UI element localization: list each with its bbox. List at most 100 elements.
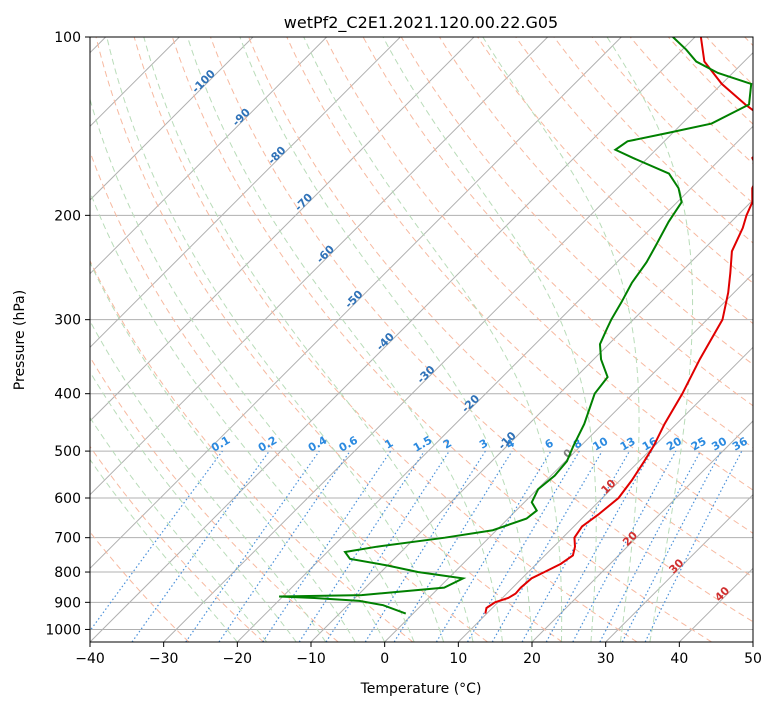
moist-adiabat-line: [90, 97, 415, 642]
isotherm-label: -50: [342, 288, 365, 311]
x-tick-label: −20: [223, 651, 253, 667]
isotherm-line: [457, 346, 753, 642]
temperature-profile-line: [484, 37, 753, 614]
x-tick-label: −40: [75, 651, 105, 667]
moist-adiabat-line: [90, 261, 356, 642]
y-tick-label: 400: [54, 387, 81, 403]
x-tick-label: 10: [449, 651, 467, 667]
y-tick-label: 900: [54, 595, 81, 611]
isotherm-label: -60: [314, 242, 337, 265]
isotherm-line: [384, 272, 753, 642]
moist-adiabat-line: [90, 416, 268, 642]
x-tick-label: 50: [744, 651, 762, 667]
y-tick-label: 1000: [45, 622, 81, 638]
isotherm-line: [90, 37, 696, 642]
x-tick-label: 30: [597, 651, 615, 667]
y-tick-label: 200: [54, 208, 81, 224]
dry-adiabat-line: [668, 37, 753, 125]
mixing-ratio-line: [491, 450, 603, 642]
mixing-ratio-line: [90, 450, 223, 632]
y-tick-label: 600: [54, 491, 81, 507]
plot-frame: [89, 36, 754, 643]
mixing-ratio-line: [393, 450, 513, 642]
x-tick-label: 0: [380, 651, 389, 667]
y-tick-label: 300: [54, 313, 81, 329]
dry-adiabat-line: [90, 150, 488, 642]
moist-adiabat-line: [90, 320, 327, 642]
moist-adiabat-line: [90, 190, 386, 642]
mixing-ratio-label: 6: [543, 436, 556, 451]
isotherm-label: 10: [599, 477, 619, 497]
dewpoint-profile-line: [279, 37, 753, 615]
dry-adiabat-line: [90, 259, 414, 642]
axes: −40 −30 −20 −10 0 10 20 30 40 50 1000 900 800 700 600 5…: [45, 30, 762, 667]
moist-adiabat-line: [303, 37, 563, 642]
dry-adiabat-line: [400, 37, 753, 407]
x-tick-label: 20: [523, 651, 541, 667]
isotherm-line: [90, 37, 475, 422]
mixing-ratio-line: [466, 450, 580, 642]
y-tick-label: 800: [54, 565, 81, 581]
isotherm-line: [605, 493, 753, 642]
isotherm-line: [90, 37, 622, 570]
moist-adiabat-line: [106, 37, 445, 642]
dry-adiabat-line: [324, 37, 753, 491]
isotherm-line: [752, 641, 753, 642]
moist-adiabat-line: [187, 37, 504, 642]
isotherm-label: -70: [292, 191, 315, 214]
isotherm-label: 40: [712, 584, 732, 604]
isotherm-line: [163, 51, 753, 642]
x-tick-label: −30: [149, 651, 179, 667]
isotherm-label: -100: [189, 67, 218, 96]
isotherm-line: [90, 37, 401, 349]
mixing-ratio-line: [545, 450, 653, 642]
mixing-ratio-line: [262, 450, 392, 642]
isotherm-line: [90, 37, 328, 275]
x-tick-label: 40: [670, 651, 688, 667]
dry-adiabat-line: [553, 37, 753, 244]
dry-adiabat-line: [591, 37, 753, 204]
plot-area: 0.1 0.2 0.4 0.6 1 1.5 2 3 4 6 8 10 13 16 20 25 30 36-100-…: [90, 37, 753, 642]
x-tick-label: −10: [296, 651, 326, 667]
dry-adiabat-line: [90, 356, 339, 642]
mixing-ratio-line: [131, 450, 270, 642]
dry-adiabat-line: [706, 37, 753, 86]
chart-title: wetPf2_C2E1.2021.120.00.22.G05: [284, 13, 558, 33]
y-axis-title: Pressure (hPa): [12, 290, 28, 390]
dry-adiabat-line: [248, 37, 753, 578]
mixing-ratio-line: [599, 450, 702, 642]
isotherm-line: [236, 125, 753, 642]
x-axis-title: Temperature (°C): [360, 681, 482, 697]
isotherm-line: [90, 37, 549, 496]
isotherm-label: -80: [265, 144, 288, 167]
y-tick-label: 100: [54, 30, 81, 46]
dry-adiabat-line: [629, 37, 753, 165]
mixing-ratio-line: [364, 450, 486, 642]
isotherm-label: -10: [496, 429, 519, 452]
moist-adiabat-line: [90, 371, 297, 642]
moist-adiabat-line: [482, 37, 640, 642]
y-tick-label: 700: [54, 531, 81, 547]
dry-adiabat-line: [210, 37, 753, 623]
isotherm-label: -20: [459, 392, 482, 415]
dry-adiabat-line: [133, 37, 638, 642]
mixing-ratio-line: [325, 450, 450, 642]
mixing-ratio-line: [435, 450, 552, 642]
isotherm-label: -30: [414, 363, 437, 386]
moist-adiabat-line: [143, 37, 474, 642]
mixing-ratio-line: [572, 450, 677, 642]
mixing-ratio-label: 2: [441, 437, 454, 452]
moist-adiabat-line: [90, 458, 238, 642]
isotherm-label: 30: [666, 556, 686, 576]
mixing-ratio-line: [218, 450, 351, 642]
isotherm-label: -40: [374, 330, 397, 353]
y-tick-label: 500: [54, 444, 81, 460]
dry-adiabat-line: [477, 37, 753, 325]
moist-adiabat-line: [382, 37, 597, 642]
dry-adiabat-line: [744, 37, 753, 47]
dry-adiabat-line: [95, 37, 563, 642]
dry-adiabat-line: [90, 445, 264, 642]
mixing-ratio-line: [185, 450, 320, 642]
moist-adiabat-line: [606, 37, 694, 642]
dry-adiabat-line: [171, 37, 712, 642]
